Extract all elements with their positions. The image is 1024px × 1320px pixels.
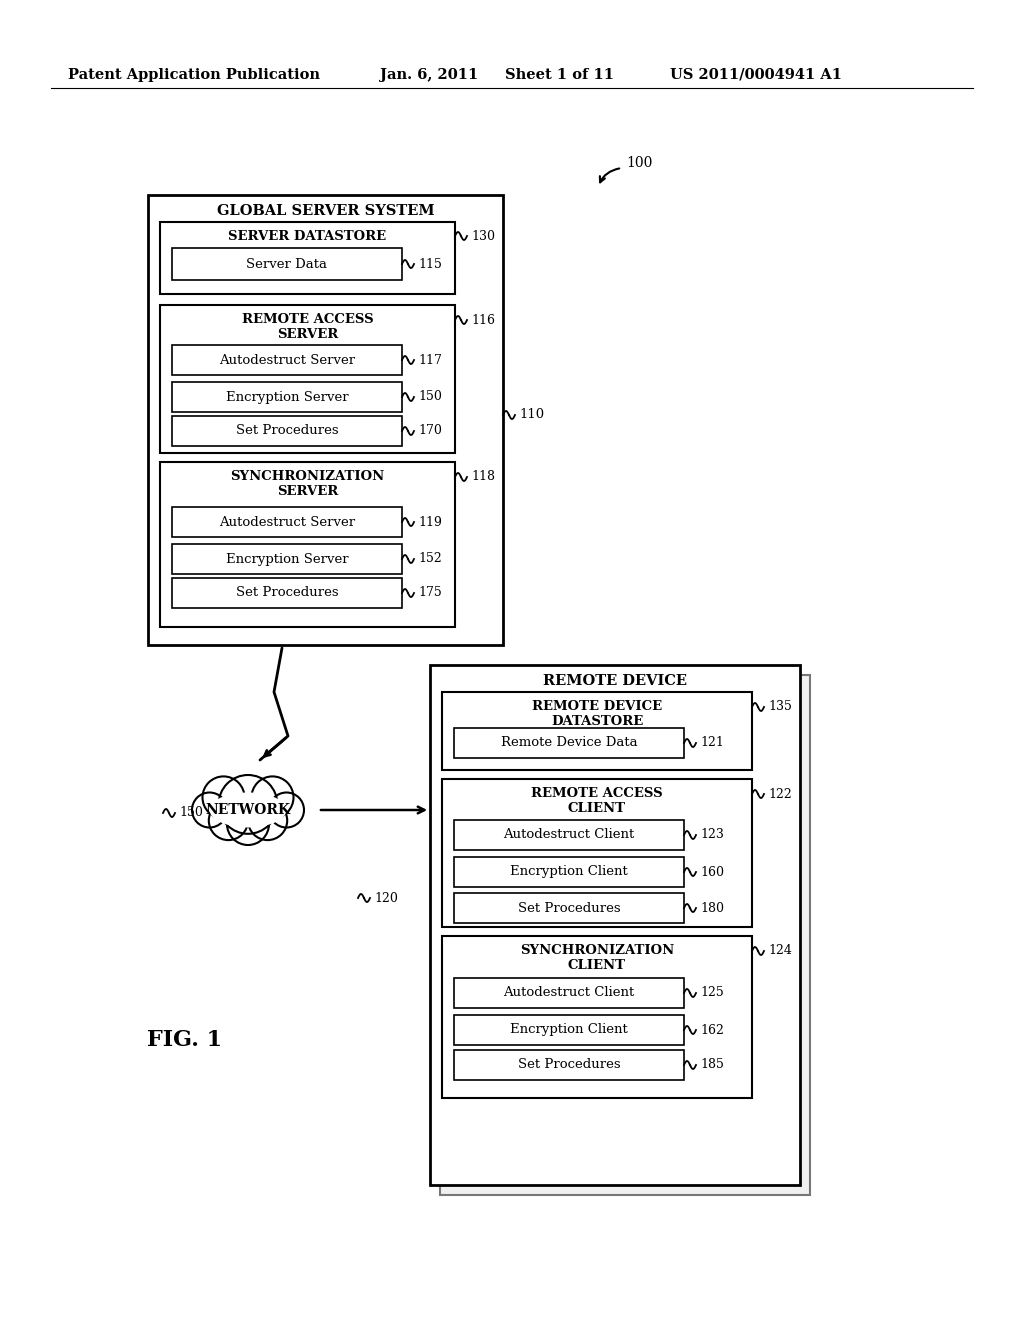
Text: 119: 119 (418, 516, 442, 528)
Text: 150: 150 (418, 391, 442, 404)
Bar (454, 820, 684, 850)
Text: Server Data: Server Data (247, 257, 328, 271)
Text: NETWORK: NETWORK (206, 803, 291, 817)
Bar (454, 978, 684, 1008)
Text: 121: 121 (700, 737, 724, 750)
Text: 130: 130 (471, 230, 495, 243)
Text: Remote Device Data: Remote Device Data (501, 737, 637, 750)
Ellipse shape (210, 792, 287, 828)
Text: Set Procedures: Set Procedures (236, 586, 338, 599)
Bar (454, 729, 684, 758)
Text: 150: 150 (179, 807, 203, 820)
Text: 175: 175 (418, 586, 441, 599)
Text: 135: 135 (768, 701, 792, 714)
Text: Jan. 6, 2011: Jan. 6, 2011 (380, 69, 478, 82)
Text: Encryption Client: Encryption Client (510, 1023, 628, 1036)
Circle shape (227, 803, 269, 845)
Bar (172, 507, 402, 537)
Circle shape (248, 801, 287, 840)
Circle shape (269, 792, 304, 828)
Text: 116: 116 (471, 314, 495, 326)
Text: SERVER DATASTORE: SERVER DATASTORE (228, 230, 387, 243)
Bar (172, 381, 402, 412)
Bar (160, 222, 455, 294)
Bar (454, 894, 684, 923)
Text: 162: 162 (700, 1023, 724, 1036)
Circle shape (209, 801, 248, 840)
Text: 170: 170 (418, 425, 442, 437)
Text: 125: 125 (700, 986, 724, 999)
Bar (172, 248, 402, 280)
Text: GLOBAL SERVER SYSTEM: GLOBAL SERVER SYSTEM (217, 205, 434, 218)
Bar (430, 665, 800, 1185)
Text: REMOTE DEVICE: REMOTE DEVICE (543, 675, 687, 688)
Text: REMOTE ACCESS
SERVER: REMOTE ACCESS SERVER (242, 313, 374, 341)
Text: 115: 115 (418, 257, 442, 271)
Text: SYNCHRONIZATION
SERVER: SYNCHRONIZATION SERVER (230, 470, 385, 498)
Text: Set Procedures: Set Procedures (518, 1059, 621, 1072)
Circle shape (203, 776, 245, 818)
Text: Autodestruct Client: Autodestruct Client (504, 986, 635, 999)
Circle shape (193, 792, 227, 828)
Text: Autodestruct Server: Autodestruct Server (219, 516, 355, 528)
Text: Autodestruct Server: Autodestruct Server (219, 354, 355, 367)
Text: 120: 120 (374, 891, 398, 904)
Text: US 2011/0004941 A1: US 2011/0004941 A1 (670, 69, 842, 82)
Text: Encryption Server: Encryption Server (225, 553, 348, 565)
Text: 180: 180 (700, 902, 724, 915)
Text: Sheet 1 of 11: Sheet 1 of 11 (505, 69, 614, 82)
Bar (160, 462, 455, 627)
Bar (442, 779, 752, 927)
Text: 124: 124 (768, 945, 792, 957)
Text: Set Procedures: Set Procedures (518, 902, 621, 915)
Text: 160: 160 (700, 866, 724, 879)
Bar (454, 857, 684, 887)
Text: Encryption Server: Encryption Server (225, 391, 348, 404)
Text: 185: 185 (700, 1059, 724, 1072)
Bar (454, 1049, 684, 1080)
Text: Set Procedures: Set Procedures (236, 425, 338, 437)
Bar (440, 675, 810, 1195)
Text: FIG. 1: FIG. 1 (147, 1030, 222, 1051)
Text: REMOTE DEVICE
DATASTORE: REMOTE DEVICE DATASTORE (531, 700, 663, 729)
Text: Autodestruct Client: Autodestruct Client (504, 829, 635, 842)
Text: Patent Application Publication: Patent Application Publication (68, 69, 319, 82)
Text: 152: 152 (418, 553, 441, 565)
Text: Encryption Client: Encryption Client (510, 866, 628, 879)
Text: REMOTE ACCESS
CLIENT: REMOTE ACCESS CLIENT (531, 787, 663, 814)
Text: SYNCHRONIZATION
CLIENT: SYNCHRONIZATION CLIENT (520, 944, 674, 972)
Bar (148, 195, 503, 645)
Circle shape (252, 776, 294, 818)
Text: 122: 122 (768, 788, 792, 800)
Bar (172, 416, 402, 446)
Text: 117: 117 (418, 354, 442, 367)
Bar (172, 578, 402, 609)
Bar (160, 305, 455, 453)
Text: 100: 100 (626, 156, 652, 170)
Circle shape (218, 775, 278, 834)
Text: 110: 110 (519, 408, 544, 421)
Text: 123: 123 (700, 829, 724, 842)
Bar (454, 1015, 684, 1045)
Bar (172, 345, 402, 375)
Text: 118: 118 (471, 470, 495, 483)
Bar (172, 544, 402, 574)
Bar (442, 692, 752, 770)
Bar (442, 936, 752, 1098)
